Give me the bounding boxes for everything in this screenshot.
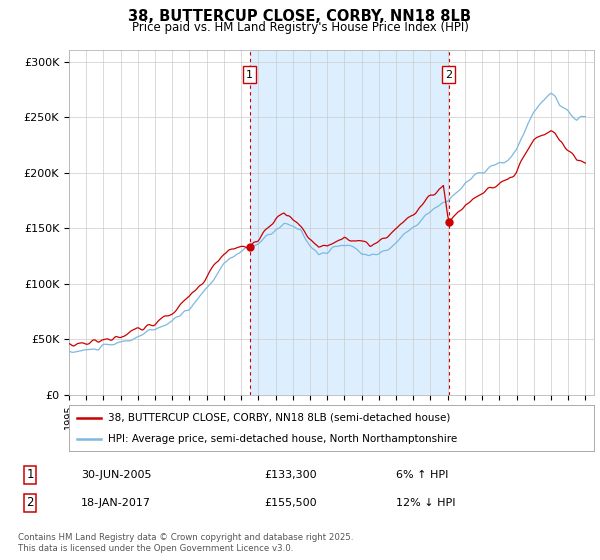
Text: Contains HM Land Registry data © Crown copyright and database right 2025.
This d: Contains HM Land Registry data © Crown c… xyxy=(18,533,353,553)
Text: 2: 2 xyxy=(445,69,452,80)
Text: 2: 2 xyxy=(26,496,34,510)
Text: 1: 1 xyxy=(246,69,253,80)
Text: HPI: Average price, semi-detached house, North Northamptonshire: HPI: Average price, semi-detached house,… xyxy=(109,435,458,444)
Text: £155,500: £155,500 xyxy=(264,498,317,508)
Text: 38, BUTTERCUP CLOSE, CORBY, NN18 8LB: 38, BUTTERCUP CLOSE, CORBY, NN18 8LB xyxy=(128,9,472,24)
Text: 38, BUTTERCUP CLOSE, CORBY, NN18 8LB (semi-detached house): 38, BUTTERCUP CLOSE, CORBY, NN18 8LB (se… xyxy=(109,413,451,423)
Text: Price paid vs. HM Land Registry's House Price Index (HPI): Price paid vs. HM Land Registry's House … xyxy=(131,21,469,34)
Bar xyxy=(250,50,449,395)
Text: £133,300: £133,300 xyxy=(264,470,317,480)
Text: 1: 1 xyxy=(26,468,34,482)
Text: 18-JAN-2017: 18-JAN-2017 xyxy=(81,498,151,508)
Text: 6% ↑ HPI: 6% ↑ HPI xyxy=(396,470,448,480)
Text: 12% ↓ HPI: 12% ↓ HPI xyxy=(396,498,455,508)
Text: 30-JUN-2005: 30-JUN-2005 xyxy=(81,470,151,480)
